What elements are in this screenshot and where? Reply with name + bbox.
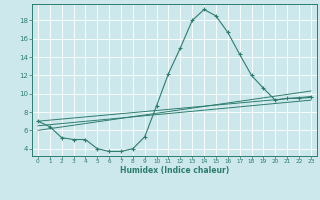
X-axis label: Humidex (Indice chaleur): Humidex (Indice chaleur) — [120, 166, 229, 175]
